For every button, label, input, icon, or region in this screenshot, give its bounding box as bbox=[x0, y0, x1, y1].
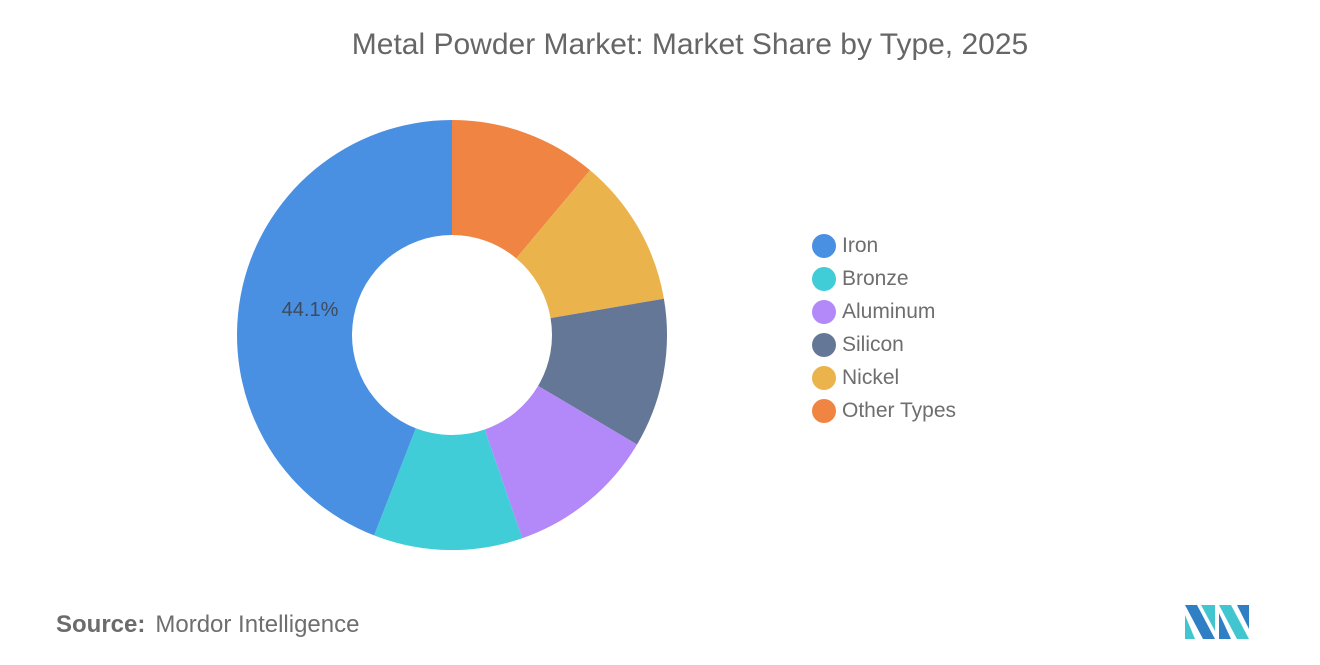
legend-item-other-types[interactable]: Other Types bbox=[812, 394, 956, 427]
donut-segment-bronze[interactable] bbox=[374, 428, 523, 550]
legend-swatch-iron-icon bbox=[812, 233, 836, 258]
legend-label: Aluminum bbox=[842, 299, 936, 323]
legend-label: Silicon bbox=[842, 332, 904, 356]
legend-label: Nickel bbox=[842, 365, 900, 389]
donut-segment-aluminum[interactable] bbox=[484, 385, 638, 539]
legend-item-aluminum[interactable]: Aluminum bbox=[812, 295, 956, 328]
legend-item-nickel[interactable]: Nickel bbox=[812, 361, 956, 394]
donut-segment-iron[interactable] bbox=[237, 120, 452, 536]
legend-item-bronze[interactable]: Bronze bbox=[812, 262, 956, 295]
legend-swatch-aluminum-icon bbox=[812, 299, 836, 324]
donut-segment-silicon[interactable] bbox=[538, 298, 667, 445]
legend-item-iron[interactable]: Iron bbox=[812, 229, 956, 262]
legend-item-silicon[interactable]: Silicon bbox=[812, 328, 956, 361]
legend-swatch-silicon-icon bbox=[812, 332, 836, 357]
legend-label: Other Types bbox=[842, 398, 957, 422]
legend-swatch-other-types-icon bbox=[812, 398, 836, 423]
chart-title: Metal Powder Market: Market Share by Typ… bbox=[351, 28, 1029, 61]
legend-label: Iron bbox=[842, 233, 879, 257]
mordor-intelligence-logo-icon bbox=[1185, 605, 1249, 639]
donut-segment-other-types[interactable] bbox=[452, 120, 591, 259]
legend-label: Bronze bbox=[842, 266, 909, 290]
source-note: Source: Mordor Intelligence bbox=[56, 611, 359, 639]
source-value: Mordor Intelligence bbox=[155, 611, 360, 638]
chart-legend: Iron Bronze Aluminum Silicon Nickel Othe… bbox=[812, 229, 956, 427]
source-label: Source: bbox=[56, 611, 146, 638]
legend-swatch-nickel-icon bbox=[812, 365, 836, 390]
donut-segment-nickel[interactable] bbox=[516, 170, 664, 319]
legend-swatch-bronze-icon bbox=[812, 266, 836, 291]
data-label-iron: 44.1% bbox=[282, 299, 339, 321]
